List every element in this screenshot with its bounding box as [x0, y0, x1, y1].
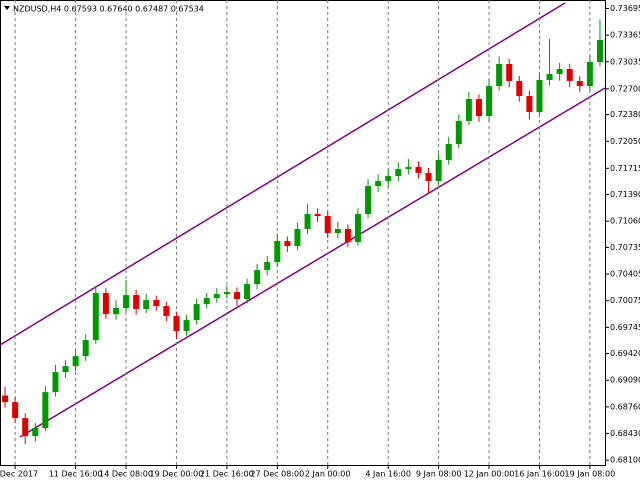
- candle-body: [375, 181, 382, 187]
- candle-body: [112, 308, 119, 315]
- candle-body: [183, 320, 190, 332]
- candle-body: [324, 216, 331, 234]
- candle-body: [586, 62, 593, 87]
- plot-border: [0, 0, 606, 466]
- x-tick-label: 11 Dec 16:00: [49, 470, 103, 479]
- candle-body: [153, 300, 160, 307]
- candle-body: [133, 295, 140, 310]
- title-icon: [4, 6, 10, 10]
- candle-body: [465, 99, 472, 122]
- candle-body: [344, 229, 351, 243]
- candle-body: [496, 64, 503, 87]
- candle-body: [516, 81, 523, 96]
- candle-body: [385, 176, 392, 182]
- candle-body: [405, 167, 412, 170]
- y-tick-label: 0.68100: [610, 456, 640, 465]
- candle-body: [365, 186, 372, 215]
- chart-title: NZDUSD,H4 0.67593 0.67640 0.67487 0.6753…: [13, 5, 204, 14]
- candle-body: [596, 40, 603, 62]
- candle-body: [223, 292, 230, 295]
- candle-body: [42, 392, 49, 429]
- candle-body: [546, 74, 553, 81]
- x-tick-label: 19 Jan 08:00: [565, 470, 616, 479]
- y-tick-label: 0.69745: [610, 323, 640, 332]
- candle-body: [354, 214, 361, 243]
- channel-lower: [19, 87, 606, 438]
- candle-body: [173, 316, 180, 332]
- x-tick-label: 14 Dec 08:00: [99, 470, 153, 479]
- y-tick-label: 0.69420: [610, 349, 640, 358]
- candle-body: [486, 86, 493, 117]
- candle-body: [284, 241, 291, 247]
- y-tick-label: 0.70405: [610, 270, 640, 279]
- y-tick-label: 0.72700: [610, 84, 640, 93]
- x-tick-label: 4 Jan 16:00: [365, 470, 411, 479]
- candle-body: [72, 356, 79, 367]
- candle-body: [455, 121, 462, 145]
- y-tick-label: 0.71060: [610, 217, 640, 226]
- y-tick-label: 0.71715: [610, 164, 640, 173]
- y-tick-label: 0.73695: [610, 4, 640, 13]
- candle-body: [233, 292, 240, 300]
- y-tick-label: 0.70735: [610, 243, 640, 252]
- y-tick-label: 0.72380: [610, 110, 640, 119]
- candle-body: [163, 306, 170, 317]
- candle-body: [425, 173, 432, 182]
- candle-body: [193, 304, 200, 321]
- y-tick-label: 0.68430: [610, 429, 640, 438]
- candle-body: [435, 160, 442, 182]
- candle-body: [62, 366, 69, 373]
- candle-body: [12, 402, 19, 419]
- candle-body: [475, 99, 482, 117]
- x-tick-label: 9 Jan 08:00: [416, 470, 462, 479]
- x-tick-label: 12 Jan 00:00: [464, 470, 515, 479]
- candle-body: [445, 144, 452, 161]
- y-tick-label: 0.68760: [610, 402, 640, 411]
- candle-body: [143, 300, 150, 310]
- candle-body: [526, 95, 533, 113]
- y-tick-label: 0.70075: [610, 296, 640, 305]
- candle-body: [203, 298, 210, 305]
- candle-body: [415, 167, 422, 174]
- candle-body: [556, 69, 563, 75]
- candle-body: [334, 229, 341, 234]
- y-tick-label: 0.73035: [610, 57, 640, 66]
- candle-body: [102, 293, 109, 315]
- channel-upper: [0, 2, 566, 346]
- candle-body: [506, 64, 513, 82]
- y-tick-label: 0.69090: [610, 376, 640, 385]
- candle-body: [576, 81, 583, 87]
- candle-body: [314, 214, 321, 217]
- candle-body: [254, 270, 261, 285]
- candle-body: [294, 229, 301, 247]
- candle-body: [82, 340, 89, 357]
- candle-body: [32, 428, 39, 437]
- candle-body: [52, 372, 59, 393]
- candle-body: [304, 214, 311, 230]
- x-tick-label: 16 Jan 16:00: [514, 470, 565, 479]
- candle-body: [213, 294, 220, 299]
- candle-body: [2, 395, 9, 403]
- candle-body: [264, 262, 271, 271]
- candle-body: [123, 295, 130, 309]
- y-tick-label: 0.72050: [610, 137, 640, 146]
- candle-body: [22, 418, 29, 437]
- candle-body: [274, 241, 281, 263]
- candle-body: [244, 284, 251, 300]
- x-tick-label: 21 Dec 16:00: [200, 470, 254, 479]
- candle-body: [395, 169, 402, 177]
- x-tick-label: 27 Dec 08:00: [250, 470, 304, 479]
- y-tick-label: 0.73365: [610, 31, 640, 40]
- candle-body: [92, 293, 99, 341]
- candle-body: [566, 69, 573, 82]
- x-tick-label: 19 Dec 00:00: [150, 470, 204, 479]
- candle-body: [536, 80, 543, 113]
- x-tick-label: 2 Jan 00:00: [305, 470, 351, 479]
- x-tick-label: 7 Dec 2017: [0, 470, 38, 479]
- y-tick-label: 0.71390: [610, 190, 640, 199]
